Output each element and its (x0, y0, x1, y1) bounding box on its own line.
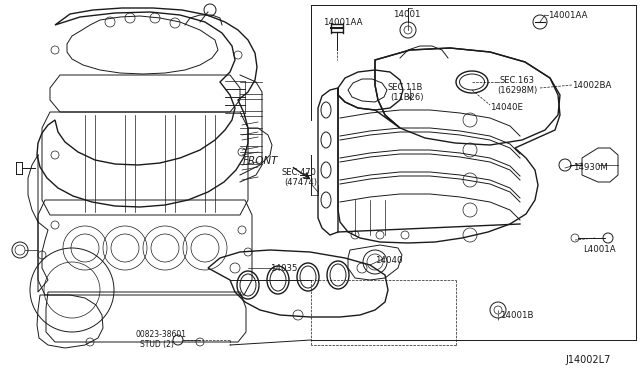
Text: (16298M): (16298M) (497, 86, 537, 95)
Text: 14040E: 14040E (490, 103, 523, 112)
Text: 14002BA: 14002BA (572, 81, 611, 90)
Text: 14001B: 14001B (500, 311, 534, 320)
Text: SEC.163: SEC.163 (499, 76, 534, 85)
Text: SEC.470: SEC.470 (282, 168, 317, 177)
Text: L4001A: L4001A (583, 245, 616, 254)
Text: 14001: 14001 (393, 10, 420, 19)
Text: 14035: 14035 (270, 264, 298, 273)
Text: J14002L7: J14002L7 (565, 355, 611, 365)
Text: STUD (2): STUD (2) (140, 340, 174, 349)
Text: 14930M: 14930M (573, 163, 608, 172)
Text: FRONT: FRONT (243, 156, 278, 166)
Text: SEC.11B: SEC.11B (387, 83, 422, 92)
Text: 00823-38601: 00823-38601 (135, 330, 186, 339)
Text: 14001AA: 14001AA (548, 11, 588, 20)
Text: 14040: 14040 (375, 256, 403, 265)
Text: (47474): (47474) (284, 178, 317, 187)
Text: 14001AA: 14001AA (323, 18, 362, 27)
Text: (11B26): (11B26) (390, 93, 424, 102)
